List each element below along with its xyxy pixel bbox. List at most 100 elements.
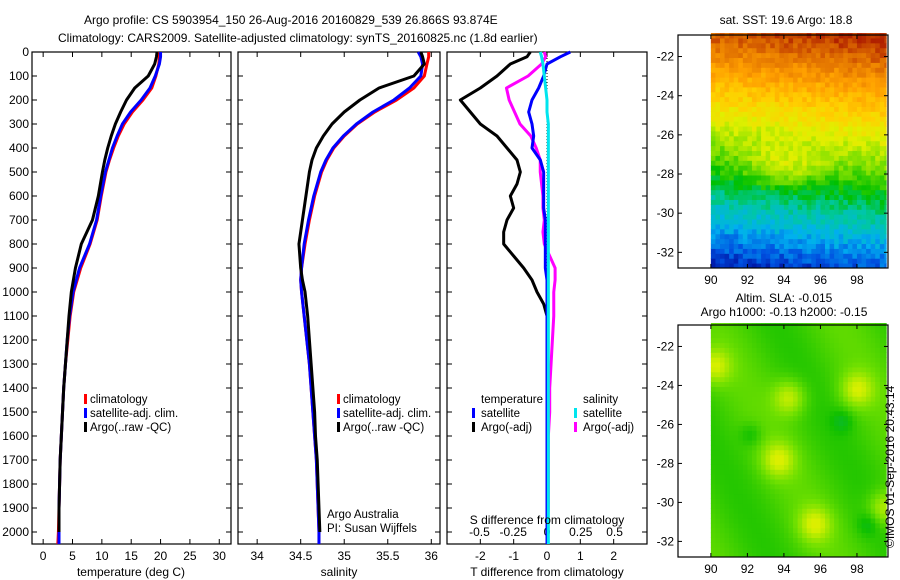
map-cell xyxy=(884,488,887,495)
map-cell xyxy=(834,62,840,68)
sla-map-title-2: Argo h1000: -0.13 h2000: -0.15 xyxy=(701,305,868,319)
map-cell xyxy=(742,160,748,166)
map-cell xyxy=(866,513,872,519)
map-cell xyxy=(884,174,887,181)
map-cell xyxy=(815,145,821,152)
map-cell xyxy=(729,386,735,392)
map-cell xyxy=(729,248,735,254)
map-cell xyxy=(720,223,726,230)
map-cell xyxy=(710,106,716,112)
map-cell xyxy=(870,488,876,495)
map-cell xyxy=(751,77,758,83)
map-cell xyxy=(747,33,753,39)
legend-label-satellite: satellite-adj. clim. xyxy=(90,408,178,420)
map-cell xyxy=(884,96,887,103)
map-cell xyxy=(742,62,748,68)
map-cell xyxy=(861,228,867,235)
map-cell xyxy=(742,145,748,152)
map-cell xyxy=(724,532,730,539)
map-cell xyxy=(802,493,808,500)
map-cell xyxy=(884,386,887,392)
map-cell xyxy=(779,91,785,98)
map-cell xyxy=(834,130,840,137)
map-cell xyxy=(838,81,844,88)
map-cell xyxy=(761,483,767,490)
map-cell xyxy=(879,243,885,249)
map-cell xyxy=(797,214,803,220)
x-tick-label: 92 xyxy=(741,273,755,287)
map-cell xyxy=(770,464,776,470)
map-cell xyxy=(820,140,826,147)
map-cell xyxy=(733,337,739,344)
map-cell xyxy=(875,493,881,500)
map-cell xyxy=(856,532,863,539)
map-cell xyxy=(729,357,735,363)
map-cell xyxy=(811,165,817,171)
map-cell xyxy=(825,263,831,269)
map-cell xyxy=(710,150,716,156)
map-cell xyxy=(779,498,785,504)
map-cell xyxy=(856,449,863,456)
map-cell xyxy=(729,513,735,519)
map-cell xyxy=(770,228,776,235)
map-cell xyxy=(797,440,803,446)
map-cell xyxy=(783,223,789,230)
map-cell xyxy=(770,483,776,490)
map-cell xyxy=(825,401,831,407)
map-cell xyxy=(738,332,744,339)
map-cell xyxy=(870,366,876,373)
map-cell xyxy=(797,116,803,122)
map-cell xyxy=(829,357,835,363)
map-cell xyxy=(797,140,803,147)
map-cell xyxy=(811,238,817,245)
map-cell xyxy=(720,170,726,176)
map-cell xyxy=(770,435,776,441)
map-cell xyxy=(788,425,794,431)
map-cell xyxy=(875,342,881,348)
map-cell xyxy=(751,357,758,363)
map-cell xyxy=(811,479,817,485)
map-cell xyxy=(710,223,716,230)
map-cell xyxy=(825,357,831,363)
map-cell xyxy=(733,165,739,171)
map-cell xyxy=(756,503,762,509)
map-cell xyxy=(870,410,876,417)
map-cell xyxy=(852,357,858,363)
map-cell xyxy=(806,435,812,441)
map-cell xyxy=(715,488,721,495)
map-cell xyxy=(783,194,789,200)
map-cell xyxy=(843,454,849,461)
map-cell xyxy=(733,532,739,539)
map-cell xyxy=(779,179,785,186)
map-cell xyxy=(774,233,780,240)
map-cell xyxy=(806,47,812,54)
map-cell xyxy=(710,459,716,465)
title-line-2: Climatology: CARS2009. Satellite-adjuste… xyxy=(58,31,538,45)
map-cell xyxy=(870,184,876,191)
map-cell xyxy=(751,179,758,186)
map-cell xyxy=(742,332,748,339)
map-cell xyxy=(870,91,876,98)
map-cell xyxy=(783,81,789,88)
map-cell xyxy=(861,366,867,373)
map-cell xyxy=(710,440,716,446)
map-cell xyxy=(879,327,885,334)
map-cell xyxy=(733,357,739,363)
map-cell xyxy=(802,527,808,534)
map-cell xyxy=(815,435,821,441)
map-cell xyxy=(751,145,758,152)
map-cell xyxy=(747,542,753,548)
map-cell xyxy=(729,479,735,485)
map-cell xyxy=(751,401,758,407)
map-cell xyxy=(847,488,853,495)
map-cell xyxy=(829,498,835,504)
map-cell xyxy=(747,52,753,59)
difference-x2label: S difference from climatology xyxy=(470,513,625,527)
map-cell xyxy=(756,121,762,127)
map-cell xyxy=(793,430,799,436)
map-cell xyxy=(811,454,817,461)
map-cell xyxy=(884,258,887,264)
map-cell xyxy=(793,449,799,456)
map-cell xyxy=(788,547,794,553)
